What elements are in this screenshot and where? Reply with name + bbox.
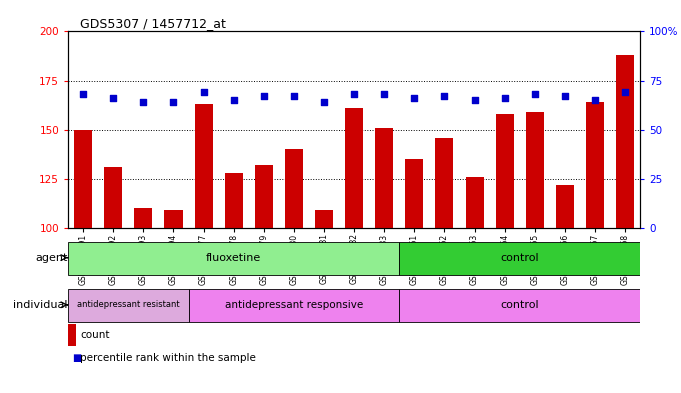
Bar — [104, 167, 123, 228]
Point — [319, 99, 330, 105]
Point — [469, 97, 480, 103]
Bar — [345, 108, 363, 228]
Text: individual: individual — [13, 300, 67, 310]
Bar — [526, 112, 544, 228]
Text: GDS5307 / 1457712_at: GDS5307 / 1457712_at — [80, 17, 225, 30]
Point — [258, 93, 269, 99]
Point — [289, 93, 300, 99]
Bar — [134, 208, 153, 228]
Bar — [285, 149, 303, 228]
Point — [138, 99, 149, 105]
Bar — [399, 289, 640, 322]
Point — [439, 93, 450, 99]
Point — [78, 91, 89, 97]
Text: control: control — [501, 300, 539, 310]
Bar — [375, 128, 393, 228]
Point — [409, 95, 419, 101]
Text: count: count — [80, 330, 110, 340]
Point — [228, 97, 239, 103]
Bar — [466, 177, 484, 228]
Bar — [435, 138, 454, 228]
Bar — [315, 210, 333, 228]
Text: fluoxetine: fluoxetine — [206, 253, 262, 263]
Bar — [399, 242, 640, 275]
Bar — [189, 289, 399, 322]
Point — [379, 91, 390, 97]
Text: antidepressant responsive: antidepressant responsive — [225, 300, 363, 310]
Text: ■: ■ — [72, 353, 82, 363]
Point — [198, 89, 209, 95]
Point — [108, 95, 118, 101]
Bar — [255, 165, 273, 228]
Text: percentile rank within the sample: percentile rank within the sample — [80, 353, 256, 363]
Bar — [556, 185, 574, 228]
Point — [168, 99, 179, 105]
Bar — [164, 210, 183, 228]
Bar — [405, 159, 424, 228]
Point — [620, 89, 631, 95]
Text: agent: agent — [35, 253, 67, 263]
Point — [590, 97, 601, 103]
Point — [559, 93, 570, 99]
Bar — [74, 130, 92, 228]
Point — [499, 95, 510, 101]
Bar — [68, 242, 399, 275]
Point — [349, 91, 360, 97]
Text: antidepressant resistant: antidepressant resistant — [77, 300, 180, 309]
Bar — [225, 173, 242, 228]
Point — [529, 91, 540, 97]
Bar — [496, 114, 513, 228]
Bar — [616, 55, 634, 228]
Bar — [586, 102, 604, 228]
Text: control: control — [501, 253, 539, 263]
Bar — [68, 289, 189, 322]
Bar — [195, 104, 212, 228]
